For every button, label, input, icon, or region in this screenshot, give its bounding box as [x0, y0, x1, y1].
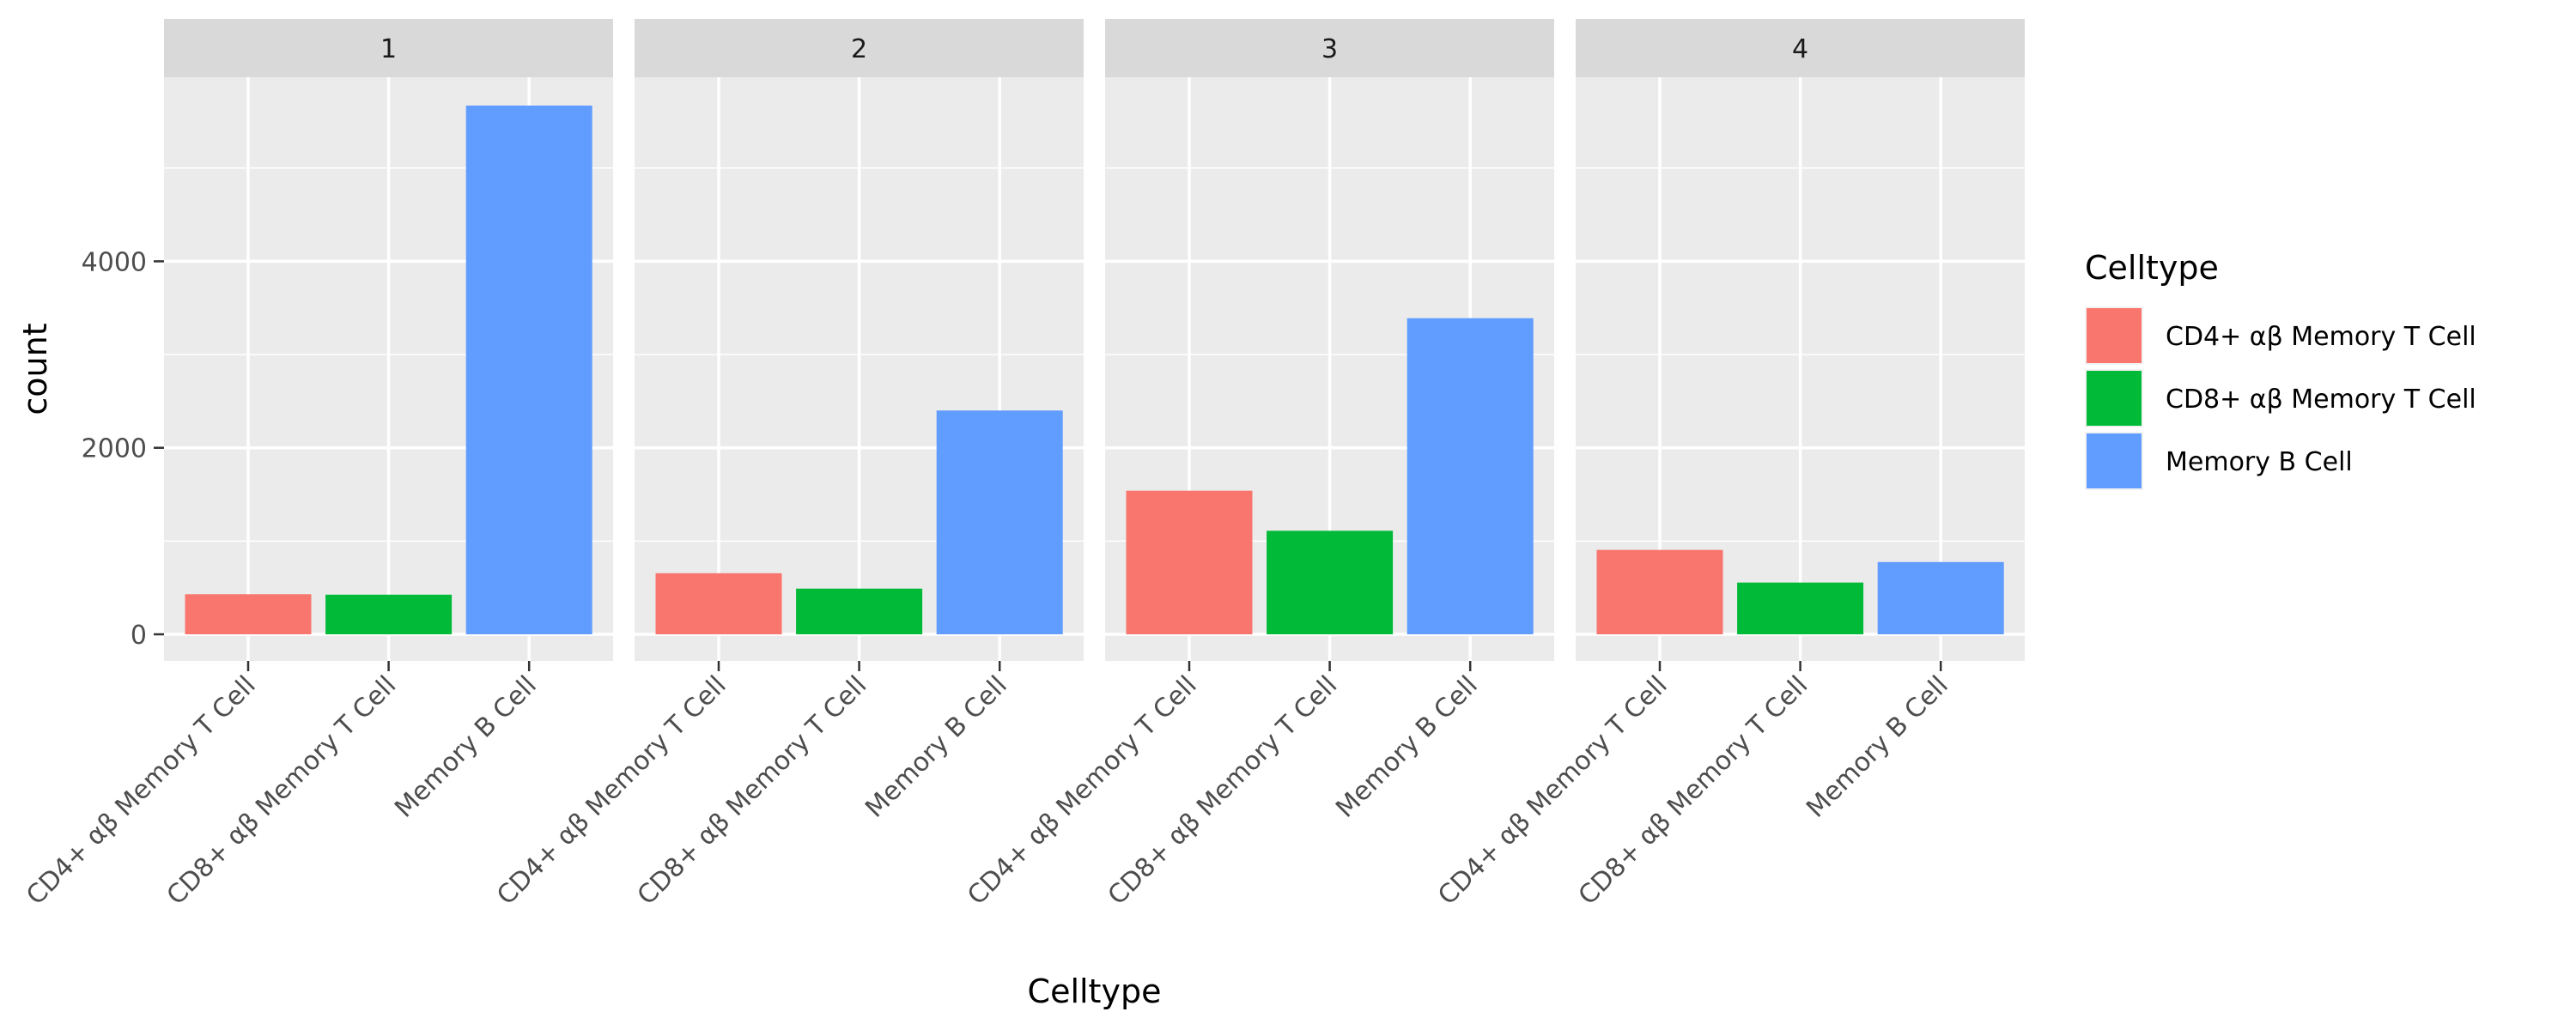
- legend-swatch: [2087, 308, 2142, 363]
- y-axis: 0 2000 4000: [82, 247, 164, 651]
- facet-strip: [635, 19, 1084, 77]
- bar: [796, 588, 923, 634]
- facet-strip-label: 3: [1321, 34, 1338, 64]
- facet-strip-label: 4: [1792, 34, 1808, 64]
- bar: [1596, 549, 1723, 634]
- bar: [185, 594, 312, 634]
- y-axis-title: count: [16, 323, 54, 415]
- x-tick-label: Memory B Cell: [860, 670, 1013, 824]
- facet-strip-label: 2: [851, 34, 867, 64]
- x-tick-label: Memory B Cell: [1801, 670, 1954, 824]
- legend-title: Celltype: [2085, 249, 2219, 287]
- x-tick-label: CD8+ αβ Memory T Cell: [1103, 670, 1344, 912]
- legend: Celltype CD4+ αβ Memory T Cell CD8+ αβ Me…: [2085, 249, 2476, 490]
- legend-label: Memory B Cell: [2166, 447, 2353, 477]
- bar: [1877, 561, 2004, 634]
- legend-label: CD4+ αβ Memory T Cell: [2166, 322, 2476, 352]
- legend-label: CD8+ αβ Memory T Cell: [2166, 385, 2476, 415]
- facet-strip: [164, 19, 613, 77]
- legend-swatch: [2087, 433, 2142, 488]
- x-tick-label: CD8+ αβ Memory T Cell: [1573, 670, 1814, 912]
- bar: [655, 573, 782, 634]
- x-tick-label: Memory B Cell: [1330, 670, 1484, 824]
- y-tick-label: 2000: [82, 434, 147, 464]
- x-tick-label: Memory B Cell: [389, 670, 543, 824]
- y-tick-label: 4000: [82, 247, 147, 277]
- x-axis-title: Celltype: [1028, 972, 1162, 1010]
- facet-strip: [1576, 19, 2025, 77]
- bar: [325, 594, 453, 634]
- bar: [1406, 318, 1534, 634]
- facet-strip-label: 1: [380, 34, 397, 64]
- y-tick-label: 0: [131, 621, 147, 651]
- bar: [1126, 490, 1253, 634]
- bar: [1267, 530, 1394, 634]
- facet-strip: [1105, 19, 1554, 77]
- x-tick-label: CD8+ αβ Memory T Cell: [161, 670, 403, 912]
- bar: [465, 106, 592, 634]
- bar: [1737, 582, 1864, 634]
- x-tick-label: CD4+ αβ Memory T Cell: [21, 670, 262, 912]
- x-tick-label: CD8+ αβ Memory T Cell: [632, 670, 873, 912]
- legend-swatch: [2087, 371, 2142, 426]
- bar: [936, 410, 1063, 634]
